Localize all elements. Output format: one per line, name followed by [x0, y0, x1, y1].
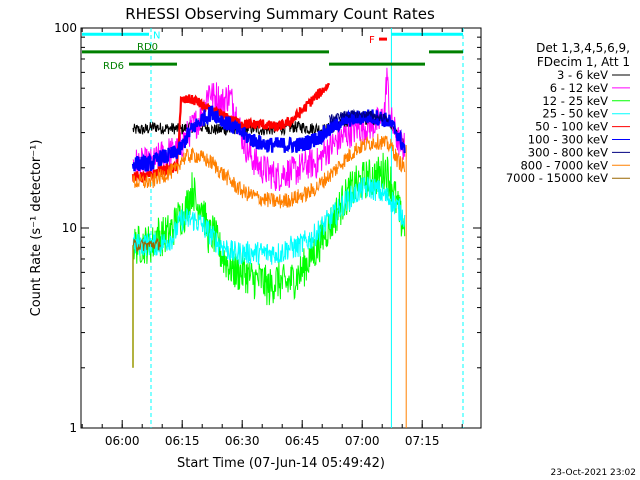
series-line-5 — [131, 105, 406, 172]
legend-label-1: 6 - 12 keV — [550, 81, 608, 95]
legend-label-8: 7000 - 15000 keV — [506, 171, 608, 185]
plot-frame — [80, 27, 482, 429]
x-tick-label-2: 06:30 — [225, 434, 260, 448]
axis-ticks: 06:00 06:15 06:30 06:45 07:00 07:15 1 10 100 — [54, 21, 481, 448]
x-axis-label: Start Time (07-Jun-14 05:49:42) — [177, 456, 385, 471]
y-tick-label-0: 1 — [69, 421, 77, 435]
legend-label-6: 300 - 800 keV — [528, 145, 608, 159]
series-line-3 — [132, 176, 406, 265]
series-line-6 — [328, 108, 389, 124]
legend: Det 1,3,4,5,6,9, FDecim 1, Att 1 3 - 6 k… — [506, 41, 630, 185]
legend-label-5: 100 - 300 keV — [528, 133, 608, 147]
y-tick-label-2: 100 — [54, 21, 77, 35]
marker-label-2: F — [369, 35, 375, 46]
legend-label-0: 3 - 6 keV — [557, 68, 608, 82]
vertical-marker-lines — [150, 28, 464, 428]
series-layer — [131, 67, 407, 428]
x-tick-label-5: 07:15 — [405, 434, 440, 448]
legend-label-4: 50 - 100 keV — [535, 120, 608, 134]
x-tick-label-3: 06:45 — [285, 434, 320, 448]
x-tick-label-0: 06:00 — [105, 434, 140, 448]
series-line-8 — [132, 237, 162, 253]
plot-area: N F RD0 RD6 06:00 06:15 06:30 06:45 07:00 07:15 1… — [54, 21, 482, 448]
series-line-2 — [132, 152, 406, 306]
legend-label-7: 800 - 7000 keV — [520, 158, 608, 172]
marker-label-0: N — [153, 30, 160, 41]
attenuator-marker-layer: N F RD0 RD6 — [82, 30, 463, 72]
y-tick-label-1: 10 — [62, 221, 77, 235]
chart-title: RHESSI Observing Summary Count Rates — [125, 5, 435, 23]
legend-header-line-1: Det 1,3,4,5,6,9, — [536, 41, 630, 55]
legend-header-line-2: FDecim 1, Att 1 — [537, 55, 630, 69]
legend-label-3: 25 - 50 keV — [542, 107, 608, 121]
y-axis-label: Count Rate (s⁻¹ detector⁻¹) — [29, 140, 44, 317]
x-tick-label-4: 07:00 — [345, 434, 380, 448]
timestamp: 23-Oct-2021 23:02 — [551, 468, 636, 478]
x-tick-label-1: 06:15 — [165, 434, 200, 448]
marker-label-4: RD6 — [103, 61, 124, 72]
series-line-7 — [132, 133, 406, 209]
marker-label-3: RD0 — [137, 42, 158, 53]
legend-label-2: 12 - 25 keV — [542, 94, 608, 108]
